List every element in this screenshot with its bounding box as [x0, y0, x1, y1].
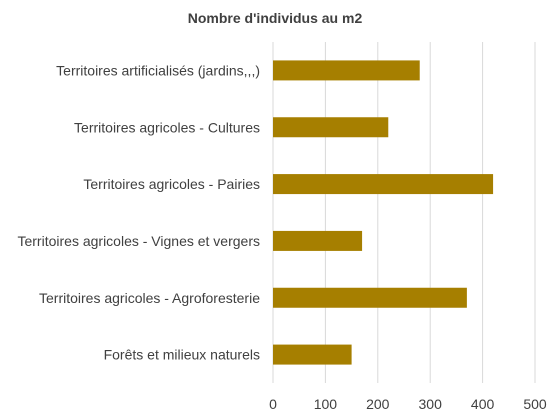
bar	[273, 344, 352, 365]
category-label: Territoires artificialisés (jardins,,,)	[56, 62, 260, 78]
category-labels: Territoires artificialisés (jardins,,,) T…	[17, 62, 260, 362]
category-label: Forêts et milieux naturels	[104, 347, 260, 363]
x-axis-tick-labels: 0 100 200 300 400 500	[269, 396, 547, 412]
gridlines	[272, 42, 536, 383]
category-label: Territoires agricoles - Pairies	[83, 176, 260, 192]
bar	[273, 60, 420, 81]
x-tick-label: 100	[314, 396, 338, 412]
bar	[273, 230, 363, 251]
x-tick-label: 500	[523, 396, 547, 412]
bar	[273, 174, 494, 195]
chart-title: Nombre d'individus au m2	[188, 10, 363, 26]
category-label: Territoires agricoles - Cultures	[74, 119, 260, 135]
category-label: Territoires agricoles - Vignes et verger…	[17, 233, 260, 249]
x-tick-label: 400	[471, 396, 495, 412]
category-label: Territoires agricoles - Agroforesterie	[39, 290, 260, 306]
x-tick-label: 0	[269, 396, 277, 412]
bars	[273, 60, 494, 365]
bar	[273, 117, 389, 138]
bar	[273, 287, 467, 308]
x-tick-label: 200	[366, 396, 390, 412]
x-tick-label: 300	[419, 396, 443, 412]
